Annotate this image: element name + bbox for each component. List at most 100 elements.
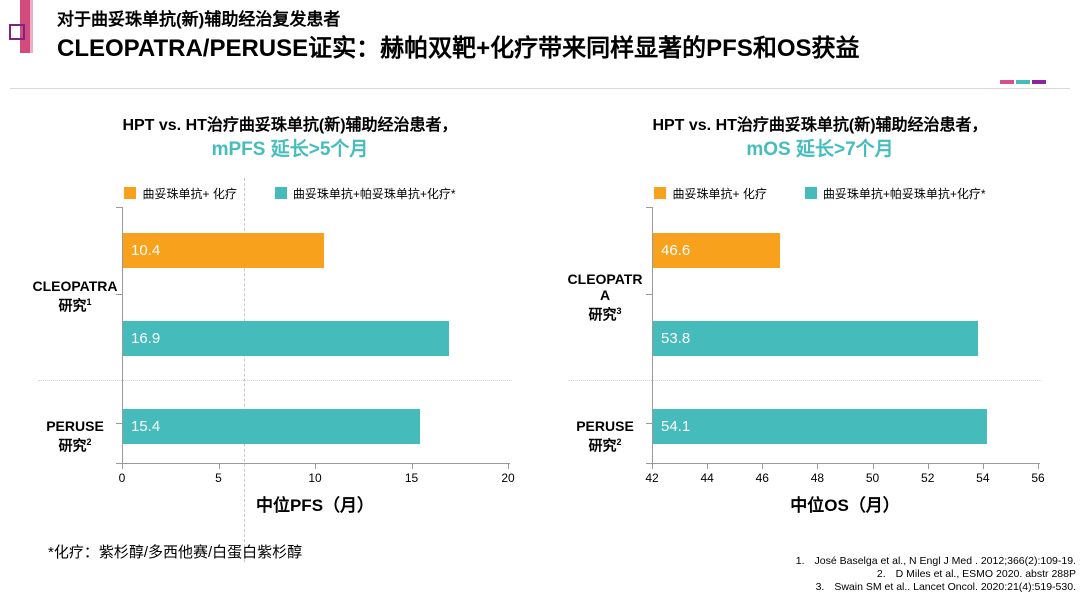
legend: 曲妥珠单抗+ 化疗 曲妥珠单抗+帕妥珠单抗+化疗* — [570, 185, 1070, 201]
x-axis-tick — [982, 463, 984, 469]
legend-label: 曲妥珠单抗+ 化疗 — [142, 186, 237, 201]
bar-value-label: 16.9 — [131, 330, 161, 347]
y-axis-tick — [116, 207, 122, 208]
legend-label: 曲妥珠单抗+ 化疗 — [672, 186, 767, 201]
y-axis-tick — [646, 423, 652, 424]
pfs-chart-panel: HPT vs. HT治疗曲妥珠单抗(新)辅助经治患者， mPFS 延长>5个月 … — [32, 108, 540, 515]
os-chart-panel: HPT vs. HT治疗曲妥珠单抗(新)辅助经治患者， mOS 延长>7个月 曲… — [568, 108, 1070, 515]
x-axis-tick-label: 56 — [1031, 471, 1045, 485]
x-axis-tick — [817, 463, 819, 469]
reference-superscript: 2 — [86, 437, 92, 447]
reference-item: 3. Swain SM et al.. Lancet Oncol. 2020:2… — [796, 581, 1076, 594]
category-name: CLEOPATRA — [32, 278, 118, 294]
bar-value-label: 54.1 — [661, 418, 691, 435]
legend-item: 曲妥珠单抗+帕妥珠单抗+化疗* — [804, 185, 986, 202]
bar-value-label: 10.4 — [131, 242, 161, 259]
x-axis-tick-label: 44 — [700, 471, 714, 485]
group-separator-line — [38, 380, 512, 381]
x-axis-title: 中位PFS（月） — [255, 496, 375, 515]
plot-area: 10.4 16.9 15.4 CLEOPATRA 研究1 PERUSE 研究2 … — [32, 207, 515, 515]
reference-number: 2. — [876, 568, 886, 580]
chemo-footnote: *化疗：紫杉醇/多西他赛/白蛋白紫杉醇 — [48, 544, 303, 561]
category-label-peruse: PERUSE 研究2 — [566, 418, 644, 454]
reference-text: D Miles et al., ESMO 2020. abstr 288P — [895, 568, 1076, 580]
x-axis-tick-label: 15 — [404, 471, 419, 485]
accent-dashes — [1000, 80, 1046, 84]
legend-item: 曲妥珠单抗+帕妥珠单抗+化疗* — [274, 185, 456, 202]
x-axis-tick — [315, 463, 316, 469]
category-label-cleopatra: CLEOPATRA 研究3 — [566, 271, 644, 323]
group-separator-line — [568, 380, 1042, 381]
legend-chip-orange — [654, 187, 667, 199]
y-axis — [122, 207, 123, 463]
x-axis-tick — [872, 463, 874, 469]
category-study: 研究2 — [588, 437, 622, 454]
slide-subtitle: 对于曲妥珠单抗(新)辅助经治复发患者 — [57, 10, 341, 29]
reference-text: José Baselga et al., N Engl J Med . 2012… — [814, 555, 1077, 567]
legend-chip-orange — [124, 187, 137, 199]
x-axis-tick-label: 42 — [645, 471, 659, 485]
x-axis-tick — [122, 463, 123, 469]
chart-subtitle: mPFS 延长>5个月 — [211, 139, 369, 160]
x-axis-tick — [927, 463, 929, 469]
legend-chip-teal — [274, 187, 287, 199]
accent-dash-purple — [1032, 80, 1046, 84]
x-axis-tick-label: 0 — [118, 471, 126, 485]
x-axis — [116, 463, 510, 464]
x-axis-tick-label: 46 — [755, 471, 769, 485]
reference-item: 2. D Miles et al., ESMO 2020. abstr 288P — [796, 568, 1076, 581]
bar-cleopatra-ht: 46.6 — [653, 233, 780, 268]
legend-label: 曲妥珠单抗+帕妥珠单抗+化疗* — [292, 186, 456, 201]
chart-title: HPT vs. HT治疗曲妥珠单抗(新)辅助经治患者， — [122, 117, 458, 134]
x-axis-tick — [508, 463, 509, 469]
x-axis-tick-label: 10 — [308, 471, 322, 485]
bar-cleopatra-hpt: 16.9 — [123, 321, 450, 356]
x-axis-tick-label: 54 — [976, 471, 990, 485]
bar-cleopatra-ht: 10.4 — [123, 233, 324, 268]
category-label-peruse: PERUSE 研究2 — [32, 418, 118, 454]
x-axis-title: 中位OS（月） — [790, 496, 900, 515]
slide-title: CLEOPATRA/PERUSE证实：赫帕双靶+化疗带来同样显著的PFS和OS获… — [57, 35, 860, 62]
references: 1. José Baselga et al., N Engl J Med . 2… — [796, 555, 1076, 594]
chart-subtitle: mOS 延长>7个月 — [746, 139, 894, 160]
category-name: CLEOPATRA — [567, 271, 643, 303]
category-name: PERUSE — [576, 418, 634, 434]
y-axis — [652, 207, 653, 463]
plot-area: 46.6 53.8 54.1 CLEOPATRA 研究3 PERUSE 研究2 … — [568, 207, 1045, 515]
accent-dash-teal — [1016, 80, 1030, 84]
bar-peruse-hpt: 15.4 — [123, 409, 421, 444]
legend-item: 曲妥珠单抗+ 化疗 — [124, 185, 237, 202]
category-name: PERUSE — [46, 418, 104, 434]
y-axis-tick — [646, 207, 652, 208]
y-axis-tick — [116, 423, 122, 424]
x-axis-tick-label: 5 — [215, 471, 222, 485]
chart-title: HPT vs. HT治疗曲妥珠单抗(新)辅助经治患者， — [652, 117, 988, 134]
bar-value-label: 15.4 — [131, 418, 161, 435]
reference-text: Swain SM et al.. Lancet Oncol. 2020:21(4… — [834, 581, 1076, 593]
y-axis-tick — [646, 294, 652, 295]
legend-item: 曲妥珠单抗+ 化疗 — [654, 185, 767, 202]
x-axis-tick — [218, 463, 220, 469]
category-study: 研究2 — [58, 437, 92, 454]
legend: 曲妥珠单抗+ 化疗 曲妥珠单抗+帕妥珠单抗+化疗* — [40, 185, 540, 201]
bar-value-label: 53.8 — [661, 330, 691, 347]
x-axis-tick-label: 50 — [865, 471, 880, 485]
x-axis-tick-label: 52 — [921, 471, 935, 485]
header-square-logo — [9, 24, 25, 40]
reference-superscript: 2 — [616, 437, 622, 447]
legend-chip-teal — [804, 187, 817, 199]
reference-item: 1. José Baselga et al., N Engl J Med . 2… — [796, 555, 1076, 568]
header: 对于曲妥珠单抗(新)辅助经治复发患者 CLEOPATRA/PERUSE证实：赫帕… — [57, 8, 860, 65]
x-axis-tick — [707, 463, 709, 469]
category-study: 研究1 — [58, 297, 92, 314]
reference-number: 1. — [795, 555, 805, 567]
reference-superscript: 3 — [616, 306, 622, 316]
reference-dashed-line — [244, 178, 245, 562]
x-axis-tick-label: 48 — [810, 471, 825, 485]
accent-dash-pink — [1000, 80, 1014, 84]
header-divider — [10, 88, 1070, 89]
category-label-cleopatra: CLEOPATRA 研究1 — [32, 278, 118, 314]
x-axis-tick — [1038, 463, 1039, 469]
x-axis-tick — [411, 463, 413, 469]
